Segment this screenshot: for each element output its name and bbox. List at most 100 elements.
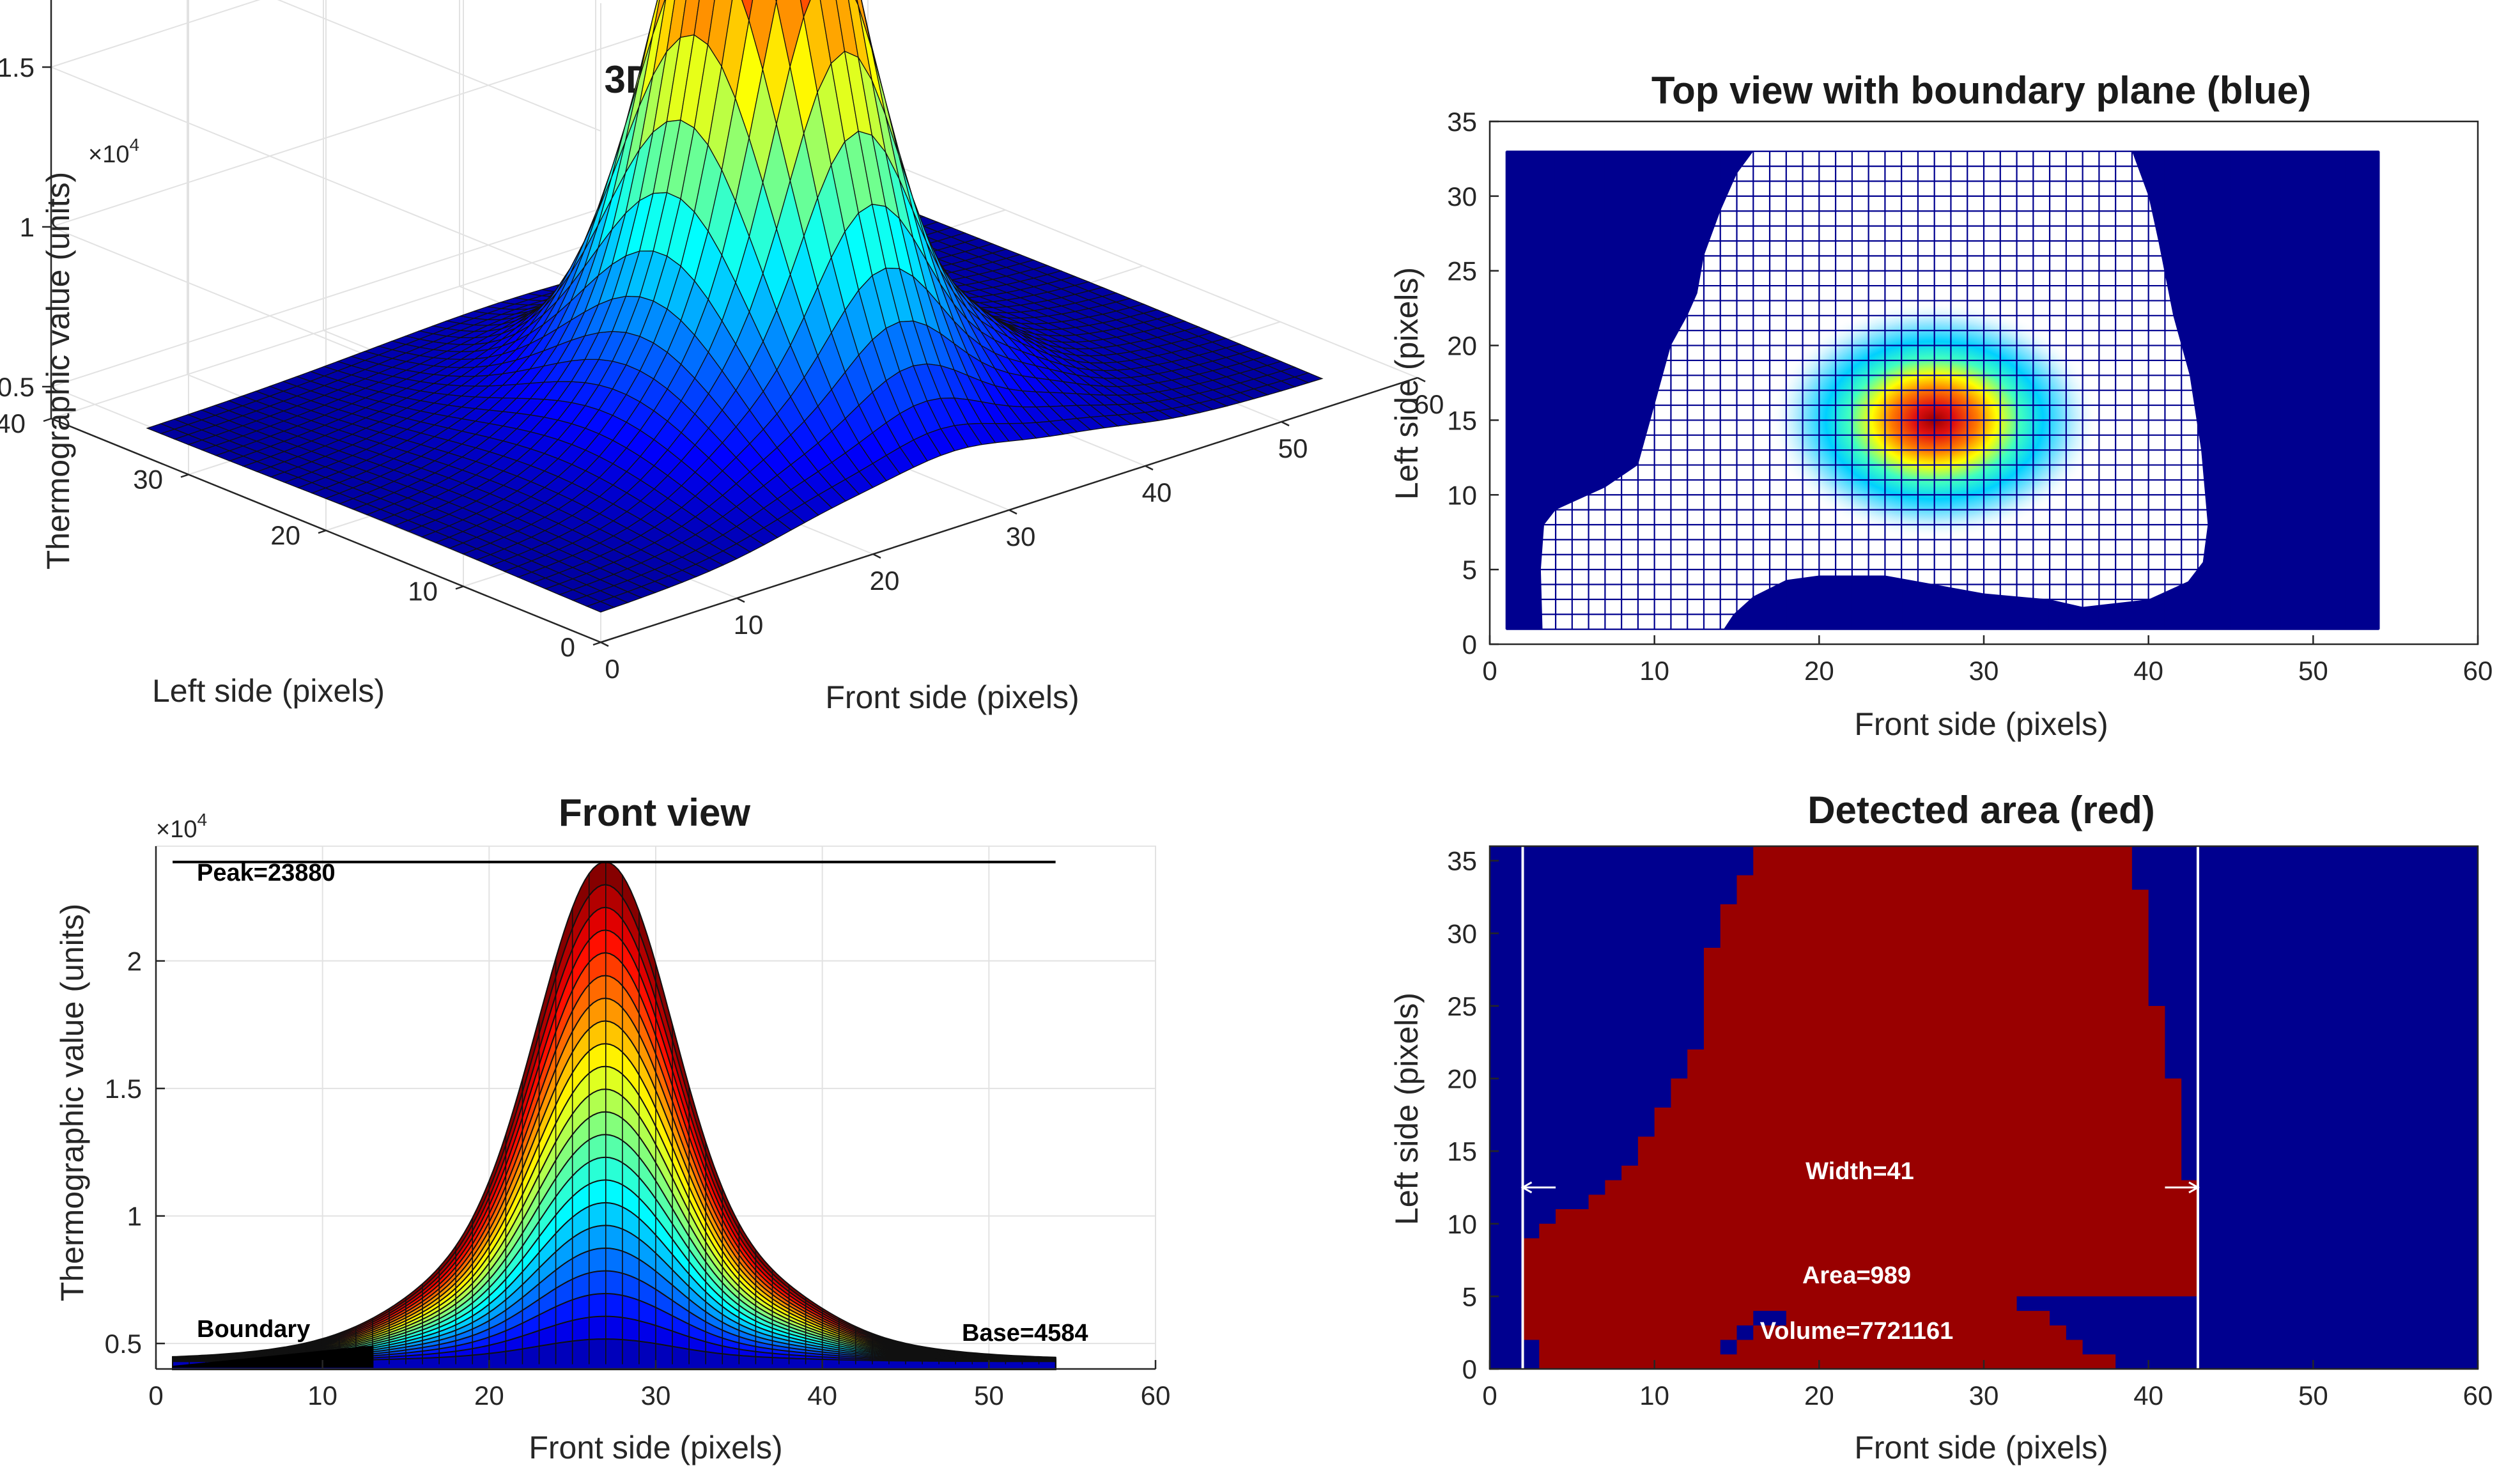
y-tick-label: 1 bbox=[127, 1202, 142, 1232]
y-tick-label: 0 bbox=[1462, 630, 1477, 660]
x-axis-label: Front side (pixels) bbox=[1854, 706, 2108, 742]
x-tick-label: 40 bbox=[2133, 1380, 2163, 1411]
x-tick bbox=[1145, 465, 1154, 471]
front-surface bbox=[172, 861, 1056, 1370]
y-tick-label: 25 bbox=[1447, 991, 1477, 1021]
y-tick bbox=[455, 585, 464, 590]
x-tick-label: 60 bbox=[1141, 1380, 1171, 1411]
y-tick-label: 10 bbox=[408, 576, 438, 607]
chart-front-title: Front view bbox=[559, 791, 750, 834]
chart-front-axes: 0 10 20 30 40 50 60 0.5 1 1.5 2 bbox=[105, 846, 1171, 1411]
x-tick-label: 0 bbox=[1482, 1380, 1497, 1411]
width-annotation: Width=41 bbox=[1805, 1158, 1914, 1185]
y-tick bbox=[318, 529, 327, 534]
x-tick bbox=[600, 641, 609, 647]
area-annotation: Area=989 bbox=[1802, 1262, 1911, 1289]
y-tick-label: 35 bbox=[1447, 846, 1477, 876]
y-tick-label: 5 bbox=[1462, 555, 1477, 585]
y-axis-label: Left side (pixels) bbox=[1389, 993, 1425, 1225]
y-tick bbox=[180, 474, 189, 478]
y-tick-label: 20 bbox=[270, 520, 300, 550]
surface-patch bbox=[1293, 372, 1324, 383]
chart-top-title: Top view with boundary plane (blue) bbox=[1651, 69, 2311, 112]
y-tick-label: 30 bbox=[133, 465, 163, 495]
arrow-left-head bbox=[1520, 1181, 1533, 1194]
x-tick-label: 40 bbox=[2133, 656, 2163, 686]
x-tick-label: 30 bbox=[641, 1380, 671, 1411]
chart-detected-title: Detected area (red) bbox=[1807, 789, 2155, 831]
x-tick-label: 20 bbox=[1804, 1380, 1834, 1411]
x-tick-label: 10 bbox=[307, 1380, 337, 1411]
arrow-right-head bbox=[2188, 1181, 2200, 1194]
x-tick-label: 10 bbox=[734, 610, 764, 640]
chart-detected-ticks: 0 10 20 30 40 50 60 0 5 10 15 20 25 30 35 bbox=[1447, 846, 2493, 1411]
detected-area-region bbox=[1522, 846, 2198, 1369]
surface-patch bbox=[741, 0, 754, 22]
x-tick-label: 60 bbox=[1414, 389, 1444, 419]
x-tick-label: 20 bbox=[474, 1380, 504, 1411]
surface-mesh bbox=[146, 0, 1324, 613]
z-tick-label: 0.5 bbox=[0, 372, 35, 402]
y-tick-label: 20 bbox=[1447, 331, 1477, 361]
x-tick-label: 50 bbox=[2298, 1380, 2328, 1411]
y-axis-label: Left side (pixels) bbox=[1389, 267, 1425, 500]
chart-front-view: Front view 0 10 20 30 40 50 60 0.5 1 1.5 2 ×104 Pe… bbox=[54, 791, 1170, 1465]
surface-patch bbox=[652, 0, 676, 76]
y-tick-label: 40 bbox=[0, 408, 26, 438]
chart-detected-area: Detected area (red) Width=41 Area=989 Vo… bbox=[1389, 789, 2493, 1465]
x-tick-label: 20 bbox=[1804, 656, 1834, 686]
peak-annotation: Peak=23880 bbox=[197, 860, 336, 886]
surface-patch bbox=[679, 0, 700, 38]
x-tick-label: 10 bbox=[1639, 1380, 1669, 1411]
y-tick-label: 10 bbox=[1447, 1209, 1477, 1239]
x-tick-label: 0 bbox=[605, 654, 619, 684]
y-tick-label: 35 bbox=[1447, 107, 1477, 137]
x-tick-label: 60 bbox=[2463, 1380, 2493, 1411]
y-tick-label: 20 bbox=[1447, 1064, 1477, 1094]
x-tick-label: 30 bbox=[1969, 1380, 1999, 1411]
x-axis-label: Front side (pixels) bbox=[1854, 1430, 2108, 1465]
y-tick-label: 15 bbox=[1447, 405, 1477, 435]
x-tick-label: 60 bbox=[2463, 656, 2493, 686]
chart-top-view: Top view with boundary plane (blue) 0 10 2… bbox=[1389, 69, 2493, 742]
x-tick bbox=[872, 553, 881, 559]
x-axis-label: Front side (pixels) bbox=[529, 1430, 782, 1465]
z-tick-label: 1.5 bbox=[0, 52, 35, 82]
surface-patch bbox=[652, 0, 658, 19]
x-tick-label: 40 bbox=[807, 1380, 837, 1411]
x-tick-label: 10 bbox=[1639, 656, 1669, 686]
x-tick-label: 50 bbox=[2298, 656, 2328, 686]
surface-patch bbox=[652, 0, 665, 35]
x-tick-label: 50 bbox=[974, 1380, 1004, 1411]
width-arrows bbox=[1520, 1181, 2200, 1194]
y-tick-label: 2 bbox=[127, 947, 142, 977]
x-tick bbox=[1417, 376, 1426, 383]
x-tick bbox=[1009, 509, 1017, 515]
y-tick-label: 0.5 bbox=[105, 1329, 142, 1359]
x-tick-label: 20 bbox=[870, 566, 900, 596]
grid-line bbox=[277, 0, 601, 132]
volume-annotation: Volume=7721161 bbox=[1760, 1318, 1953, 1345]
z-axis-label: Thermographic value (units) bbox=[40, 172, 76, 570]
x-tick-label: 30 bbox=[1006, 522, 1036, 552]
x-tick bbox=[1281, 421, 1290, 427]
mesh-grid bbox=[1505, 150, 2380, 630]
y-tick-label: 15 bbox=[1447, 1136, 1477, 1166]
y-tick-label: 25 bbox=[1447, 256, 1477, 286]
y-tick-label: 30 bbox=[1447, 182, 1477, 212]
z-tick-label: 1 bbox=[20, 212, 35, 242]
boundary-annotation: Boundary bbox=[197, 1316, 310, 1343]
y-tick bbox=[43, 417, 52, 422]
x-tick-label: 50 bbox=[1278, 433, 1308, 463]
y-axis-label: Thermographic value (units) bbox=[54, 904, 90, 1302]
x-tick-label: 0 bbox=[1482, 656, 1497, 686]
z-exponent-label: ×104 bbox=[88, 135, 139, 168]
y-exponent-label: ×104 bbox=[156, 810, 207, 843]
surface-patch bbox=[800, 0, 811, 19]
x-tick-label: 0 bbox=[148, 1380, 163, 1411]
surface-patch bbox=[666, 0, 686, 53]
y-tick-label: 1.5 bbox=[105, 1074, 142, 1104]
x-tick-label: 40 bbox=[1142, 477, 1172, 507]
